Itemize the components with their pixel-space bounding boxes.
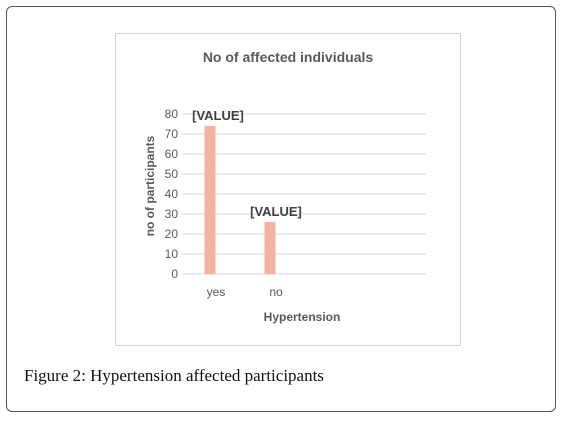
caption-label: Figure 2: xyxy=(24,366,86,385)
y-tick-label: 0 xyxy=(171,267,178,281)
y-tick-label: 10 xyxy=(165,247,179,261)
chart-title: No of affected individuals xyxy=(203,49,374,65)
x-tick-labels: yes no xyxy=(207,285,283,299)
x-tick-label: no xyxy=(269,285,283,299)
y-tick-label: 60 xyxy=(165,147,179,161)
gridlines xyxy=(182,113,426,275)
x-axis-label: Hypertension xyxy=(264,310,341,324)
data-label: [VALUE] xyxy=(250,204,302,219)
caption-text: Hypertension affected participants xyxy=(85,366,324,385)
data-labels: [VALUE] [VALUE] xyxy=(192,108,302,219)
y-tick-label: 40 xyxy=(165,187,179,201)
y-tick-label: 70 xyxy=(165,127,179,141)
figure-caption: Figure 2: Hypertension affected particip… xyxy=(24,366,324,386)
bars xyxy=(204,126,276,274)
bar-yes xyxy=(204,126,216,274)
bar-chart: No of affected individuals no of partici… xyxy=(143,49,426,324)
y-tick-label: 80 xyxy=(165,107,179,121)
chart-area: No of affected individuals no of partici… xyxy=(115,33,461,346)
bar-no xyxy=(264,222,276,274)
y-tick-label: 30 xyxy=(165,207,179,221)
figure-frame: No of affected individuals no of partici… xyxy=(6,6,556,412)
y-tick-labels: 0 10 20 30 40 50 60 70 80 xyxy=(165,107,179,281)
y-axis-label: no of participants xyxy=(143,135,157,236)
y-tick-label: 20 xyxy=(165,227,179,241)
data-label: [VALUE] xyxy=(192,108,244,123)
y-tick-label: 50 xyxy=(165,167,179,181)
x-tick-label: yes xyxy=(207,285,226,299)
